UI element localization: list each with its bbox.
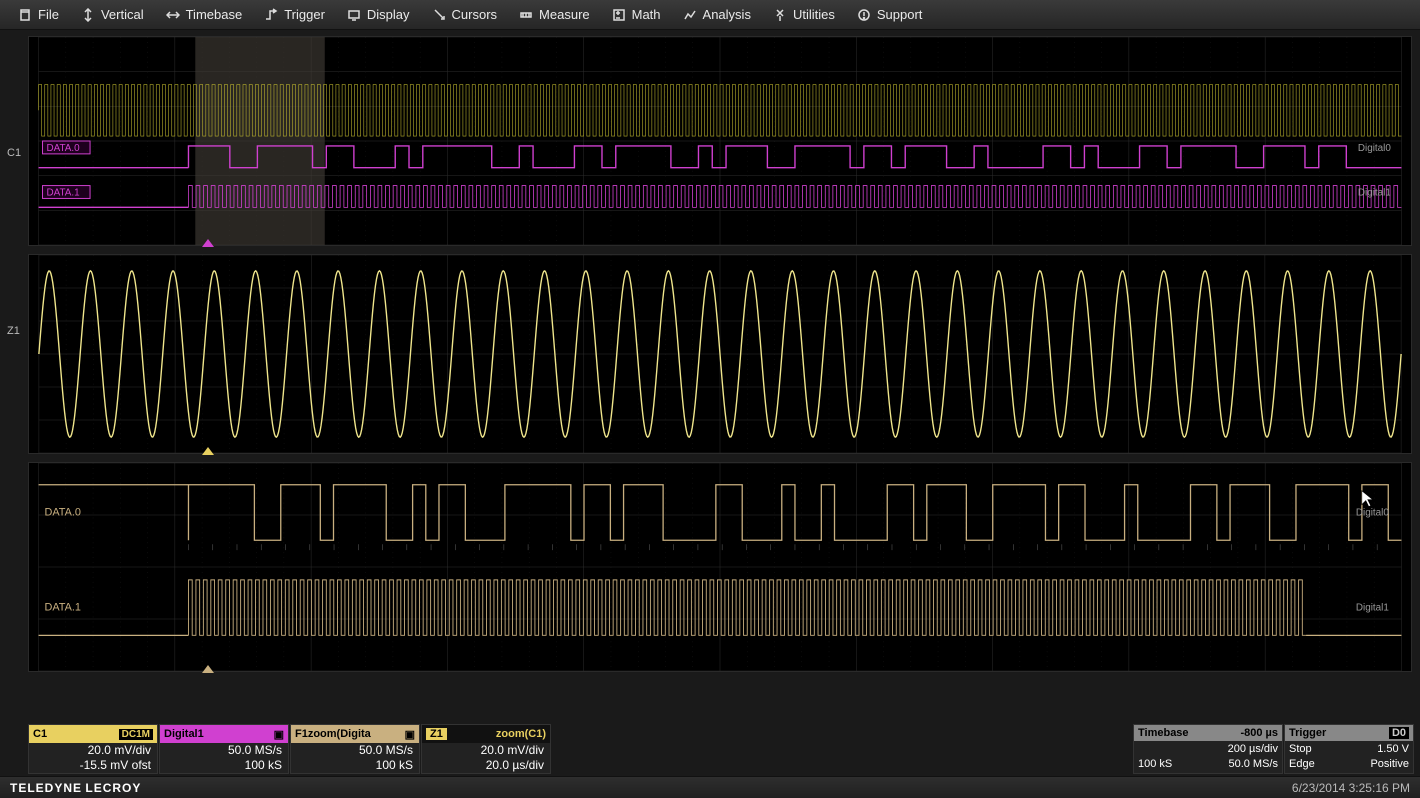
- display-icon: [347, 8, 361, 22]
- timebase-icon: [166, 8, 180, 22]
- trigger-marker-sine: [202, 447, 214, 455]
- descriptor-c1[interactable]: C1DC1M20.0 mV/div-15.5 mV ofst: [28, 724, 158, 774]
- descriptor-f1[interactable]: F1zoom(Digita▣50.0 MS/s100 kS: [290, 724, 420, 774]
- cursors-icon: [432, 8, 446, 22]
- desc-line: 50.0 MS/s: [228, 743, 282, 758]
- statusbar: TELEDYNE LECROY 6/23/2014 3:25:16 PM: [0, 776, 1420, 798]
- panel-zoom-digital[interactable]: DATA.0 Digital0 DATA.1 Digital1: [28, 462, 1412, 672]
- menu-utilities[interactable]: Utilities: [763, 3, 845, 26]
- file-icon: [18, 8, 32, 22]
- side-label-z1: Z1: [7, 325, 20, 337]
- menu-label: Trigger: [284, 7, 325, 22]
- svg-text:Digital0: Digital0: [1358, 143, 1391, 154]
- menu-vertical[interactable]: Vertical: [71, 3, 154, 26]
- math-icon: [612, 8, 626, 22]
- menu-file[interactable]: File: [8, 3, 69, 26]
- menu-label: Utilities: [793, 7, 835, 22]
- menu-analysis[interactable]: Analysis: [673, 3, 761, 26]
- utilities-icon: [773, 8, 787, 22]
- descriptor-dig1[interactable]: Digital1▣50.0 MS/s100 kS: [159, 724, 289, 774]
- menu-label: File: [38, 7, 59, 22]
- analysis-icon: [683, 8, 697, 22]
- svg-text:DATA.1: DATA.1: [44, 602, 80, 614]
- panel-zoom-sine[interactable]: Z1: [28, 254, 1412, 454]
- menu-label: Cursors: [452, 7, 498, 22]
- desc-line: 20.0 mV/div: [481, 743, 544, 758]
- menu-label: Measure: [539, 7, 590, 22]
- desc-line: 100 kS: [245, 758, 282, 773]
- svg-text:Digital1: Digital1: [1358, 187, 1391, 198]
- trigger-box[interactable]: TriggerD0Stop1.50 VEdgePositive: [1284, 724, 1414, 774]
- desc-line: -15.5 mV ofst: [80, 758, 151, 773]
- timebase-box[interactable]: Timebase-800 µs200 µs/div100 kS50.0 MS/s: [1133, 724, 1283, 774]
- vertical-icon: [81, 8, 95, 22]
- menu-timebase[interactable]: Timebase: [156, 3, 253, 26]
- menu-display[interactable]: Display: [337, 3, 420, 26]
- svg-text:DATA.1: DATA.1: [46, 187, 80, 198]
- trigger-icon: [264, 8, 278, 22]
- menu-cursors[interactable]: Cursors: [422, 3, 508, 26]
- svg-text:Digital0: Digital0: [1356, 507, 1389, 518]
- menu-label: Analysis: [703, 7, 751, 22]
- support-icon: [857, 8, 871, 22]
- descriptor-strip: C1DC1M20.0 mV/div-15.5 mV ofstDigital1▣5…: [0, 724, 1420, 776]
- menu-measure[interactable]: Measure: [509, 3, 600, 26]
- descriptor-z1[interactable]: Z1zoom(C1)20.0 mV/div20.0 µs/div: [421, 724, 551, 774]
- menu-label: Math: [632, 7, 661, 22]
- menu-label: Vertical: [101, 7, 144, 22]
- menubar: File Vertical Timebase Trigger Display Cursor…: [0, 0, 1420, 30]
- menu-label: Support: [877, 7, 923, 22]
- desc-line: 20.0 µs/div: [486, 758, 544, 773]
- svg-text:Digital1: Digital1: [1356, 603, 1389, 614]
- trigger-marker-digital: [202, 665, 214, 673]
- side-label-c1: C1: [7, 147, 21, 159]
- trigger-marker-overview: [202, 239, 214, 247]
- desc-line: 50.0 MS/s: [359, 743, 413, 758]
- svg-text:DATA.0: DATA.0: [44, 506, 80, 518]
- svg-text:DATA.0: DATA.0: [46, 143, 80, 154]
- status-datetime: 6/23/2014 3:25:16 PM: [1292, 781, 1410, 795]
- measure-icon: [519, 8, 533, 22]
- menu-label: Display: [367, 7, 410, 22]
- desc-line: 20.0 mV/div: [88, 743, 151, 758]
- desc-line: 100 kS: [376, 758, 413, 773]
- scope-area: C1 DATA.0 Digital0 DATA.1 Digital1 Z1 DATA.…: [0, 30, 1420, 724]
- menu-math[interactable]: Math: [602, 3, 671, 26]
- menu-trigger[interactable]: Trigger: [254, 3, 335, 26]
- brand: TELEDYNE LECROY: [10, 781, 141, 795]
- menu-support[interactable]: Support: [847, 3, 933, 26]
- menu-label: Timebase: [186, 7, 243, 22]
- panel-overview[interactable]: C1 DATA.0Digital0DATA.1Digital1: [28, 36, 1412, 246]
